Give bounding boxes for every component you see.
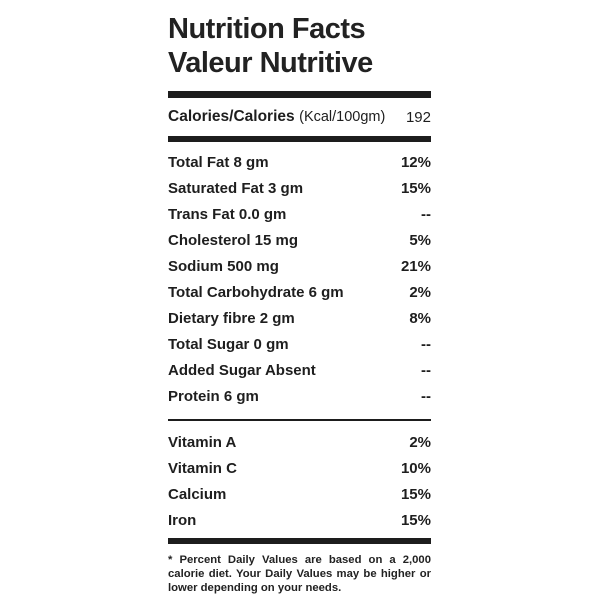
vitamin-row-iron: Iron 15% <box>168 507 431 533</box>
vitamins-divider-rule <box>168 419 431 421</box>
nutrient-label: Saturated Fat 3 gm <box>168 179 304 197</box>
daily-values-footnote: * Percent Daily Values are based on a 2,… <box>168 554 431 594</box>
nutrient-rows: Total Fat 8 gm 12% Saturated Fat 3 gm 15… <box>168 142 431 409</box>
footnote-divider-rule <box>168 538 431 544</box>
nutrient-daily-value: 12% <box>400 153 431 171</box>
panel-title: Nutrition Facts Valeur Nutritive <box>168 12 431 80</box>
nutrient-label: Cholesterol 15 mg <box>168 231 299 249</box>
nutrient-row-dietary-fibre: Dietary fibre 2 gm 8% <box>168 305 431 331</box>
vitamin-row-vitamin-c: Vitamin C 10% <box>168 455 431 481</box>
calories-row: Calories/Calories (Kcal/100gm) 192 <box>168 98 431 136</box>
nutrient-daily-value: 2% <box>409 283 431 301</box>
nutrient-daily-value: 5% <box>409 231 431 249</box>
calories-unit: (Kcal/100gm) <box>299 109 386 125</box>
vitamin-label: Calcium <box>168 485 227 503</box>
nutrient-daily-value: -- <box>421 361 431 379</box>
nutrient-row-total-sugar: Total Sugar 0 gm -- <box>168 331 431 357</box>
vitamin-label: Vitamin C <box>168 459 237 477</box>
nutrient-label: Sodium 500 mg <box>168 257 279 275</box>
nutrient-row-total-fat: Total Fat 8 gm 12% <box>168 149 431 175</box>
nutrient-daily-value: 21% <box>400 257 431 275</box>
vitamin-daily-value: 15% <box>400 511 431 529</box>
nutrient-label: Dietary fibre 2 gm <box>168 309 295 327</box>
calories-value: 192 <box>405 108 431 126</box>
nutrient-row-cholesterol: Cholesterol 15 mg 5% <box>168 227 431 253</box>
vitamin-row-vitamin-a: Vitamin A 2% <box>168 429 431 455</box>
nutrient-label: Protein 6 gm <box>168 387 259 405</box>
nutrient-label: Total Fat 8 gm <box>168 153 269 171</box>
vitamin-label: Vitamin A <box>168 433 237 451</box>
title-line-english: Nutrition Facts <box>168 13 366 45</box>
nutrient-label: Total Sugar 0 gm <box>168 335 289 353</box>
nutrient-row-added-sugar: Added Sugar Absent -- <box>168 357 431 383</box>
nutrient-label: Total Carbohydrate 6 gm <box>168 283 344 301</box>
nutrient-row-protein: Protein 6 gm -- <box>168 383 431 409</box>
nutrient-daily-value: 8% <box>409 309 431 327</box>
vitamin-row-calcium: Calcium 15% <box>168 481 431 507</box>
nutrient-row-sodium: Sodium 500 mg 21% <box>168 253 431 279</box>
nutrient-row-total-carbohydrate: Total Carbohydrate 6 gm 2% <box>168 279 431 305</box>
nutrient-daily-value: -- <box>421 387 431 405</box>
vitamin-daily-value: 10% <box>400 459 431 477</box>
title-divider-rule <box>168 91 431 98</box>
calories-label-group: Calories/Calories (Kcal/100gm) <box>168 108 385 126</box>
vitamin-daily-value: 15% <box>400 485 431 503</box>
vitamin-label: Iron <box>168 511 197 529</box>
title-line-french: Valeur Nutritive <box>168 47 373 79</box>
nutrient-label: Trans Fat 0.0 gm <box>168 205 287 223</box>
nutrient-daily-value: -- <box>421 335 431 353</box>
nutrient-row-saturated-fat: Saturated Fat 3 gm 15% <box>168 175 431 201</box>
nutrient-daily-value: -- <box>421 205 431 223</box>
nutrition-facts-panel: Nutrition Facts Valeur Nutritive Calorie… <box>168 0 431 595</box>
vitamin-daily-value: 2% <box>409 433 431 451</box>
vitamin-rows: Vitamin A 2% Vitamin C 10% Calcium 15% I… <box>168 421 431 533</box>
nutrient-row-trans-fat: Trans Fat 0.0 gm -- <box>168 201 431 227</box>
calories-divider-rule <box>168 136 431 142</box>
calories-label: Calories/Calories <box>168 108 295 125</box>
nutrient-daily-value: 15% <box>400 179 431 197</box>
nutrient-label: Added Sugar Absent <box>168 361 316 379</box>
